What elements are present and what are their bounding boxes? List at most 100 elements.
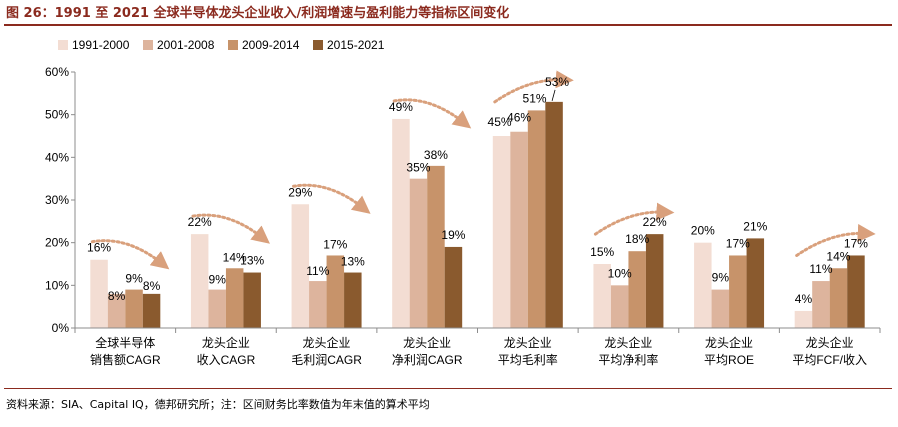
data-label: 14%	[223, 250, 247, 264]
bar-2009-2014	[125, 289, 143, 328]
label-leader-line	[551, 89, 556, 101]
y-axis: 0% 10% 20% 30% 40% 50% 60%	[45, 65, 76, 335]
legend-swatch-1	[58, 40, 68, 50]
legend-label-1: 1991-2000	[72, 38, 130, 52]
data-label: 19%	[441, 228, 465, 242]
x-category-label: 龙头企业	[504, 335, 552, 350]
y-tick-label: 40%	[45, 150, 69, 164]
x-category-label: 收入CAGR	[197, 353, 256, 367]
y-tick-label: 0%	[52, 321, 70, 335]
bar-2009-2014	[427, 165, 445, 328]
bar-2001-2008	[610, 285, 629, 328]
data-label: 20%	[691, 224, 715, 238]
bar-2009-2014	[829, 268, 848, 328]
bar-1991-2000	[291, 204, 310, 328]
bar-1991-2000	[190, 234, 209, 328]
data-label: 10%	[608, 266, 632, 280]
data-label: 16%	[87, 241, 111, 255]
data-label: 22%	[643, 215, 667, 229]
data-label: 49%	[389, 100, 413, 114]
bar-2009-2014	[326, 255, 345, 328]
legend-label-4: 2015-2021	[327, 38, 385, 52]
data-label: 51%	[523, 91, 547, 105]
legend-swatch-2	[143, 40, 153, 50]
data-label: 17%	[726, 236, 750, 250]
x-category-label: 平均净利率	[598, 352, 658, 367]
x-category-label: 平均ROE	[704, 353, 754, 367]
bar-1991-2000	[90, 259, 108, 328]
data-label: 18%	[625, 232, 649, 246]
data-label: 9%	[209, 273, 227, 287]
bar-2015-2021	[142, 293, 161, 328]
y-tick-label: 20%	[45, 236, 69, 250]
bar-2001-2008	[711, 289, 730, 328]
bar-2015-2021	[545, 101, 563, 328]
x-category-label: 龙头企业	[806, 335, 854, 350]
data-label: 17%	[323, 237, 347, 251]
data-label: 9%	[125, 272, 143, 286]
data-label: 45%	[488, 115, 512, 129]
bar-1991-2000	[392, 118, 410, 328]
bar-2009-2014	[225, 268, 244, 328]
y-tick-label: 10%	[45, 278, 69, 292]
data-label: 9%	[712, 271, 730, 285]
bar-2009-2014	[527, 110, 546, 329]
trend-arrow-up	[795, 223, 876, 257]
bar-2015-2021	[645, 234, 664, 328]
data-label: 13%	[240, 254, 264, 268]
bar-1991-2000	[694, 242, 712, 328]
x-category-label: 龙头企业	[705, 335, 753, 350]
data-label: 8%	[108, 289, 126, 303]
y-tick-label: 50%	[45, 108, 69, 122]
trend-arrow-down	[90, 239, 170, 270]
y-tick-label: 30%	[45, 193, 69, 207]
bar-1991-2000	[593, 264, 611, 328]
legend-label-2: 2001-2008	[157, 38, 215, 52]
bar-1991-2000	[492, 136, 511, 328]
x-category-label: 龙头企业	[202, 335, 250, 350]
bar-2001-2008	[812, 281, 830, 328]
legend-swatch-3	[228, 40, 238, 50]
x-category-label: 平均FCF/收入	[792, 353, 867, 367]
bars	[90, 101, 865, 329]
x-category-label: 净利润CAGR	[392, 353, 463, 367]
data-label: 11%	[809, 262, 832, 276]
data-label: 4%	[795, 292, 813, 306]
bar-2009-2014	[729, 255, 747, 328]
data-label: 22%	[188, 215, 212, 229]
trend-arrow-down	[191, 213, 270, 244]
title-divider	[4, 24, 892, 26]
x-category-label: 龙头企业	[303, 335, 351, 350]
x-category-label: 平均毛利率	[498, 352, 558, 367]
y-tick-label: 60%	[45, 65, 69, 79]
x-category-label: 销售额CAGR	[90, 352, 161, 367]
x-category-label: 毛利润CAGR	[291, 353, 362, 367]
bar-2015-2021	[444, 246, 463, 328]
source-note: 资料来源：SIA、Capital IQ，德邦研究所；注：区间财务比率数值为年末值…	[6, 398, 430, 411]
x-category-label: 全球半导体	[95, 335, 155, 350]
trend-arrows	[90, 70, 876, 270]
trend-arrow-down	[292, 183, 371, 214]
data-label: 17%	[844, 236, 868, 250]
data-label: 29%	[288, 185, 312, 199]
footer-divider	[4, 388, 892, 389]
bar-2001-2008	[409, 178, 428, 328]
data-label: 38%	[424, 148, 448, 162]
data-label: 15%	[590, 245, 614, 259]
data-labels: 16%22%29%49%45%15%20%4%8%9%11%35%46%10% 9…	[87, 75, 868, 306]
legend-label-3: 2009-2014	[242, 38, 300, 52]
x-category-label: 龙头企业	[403, 335, 451, 350]
bar-2001-2008	[208, 289, 226, 328]
bar-2009-2014	[628, 251, 646, 328]
bar-2001-2008	[107, 293, 126, 328]
data-label: 21%	[743, 219, 767, 233]
bar-1991-2000	[794, 310, 813, 328]
trend-arrow-down	[392, 98, 472, 129]
chart-legend: 1991-2000 2001-2008 2009-2014 2015-2021	[58, 38, 385, 52]
data-label: 13%	[341, 255, 365, 269]
x-category-label: 龙头企业	[604, 335, 652, 350]
bar-2015-2021	[344, 272, 362, 328]
data-label: 53%	[545, 75, 569, 89]
